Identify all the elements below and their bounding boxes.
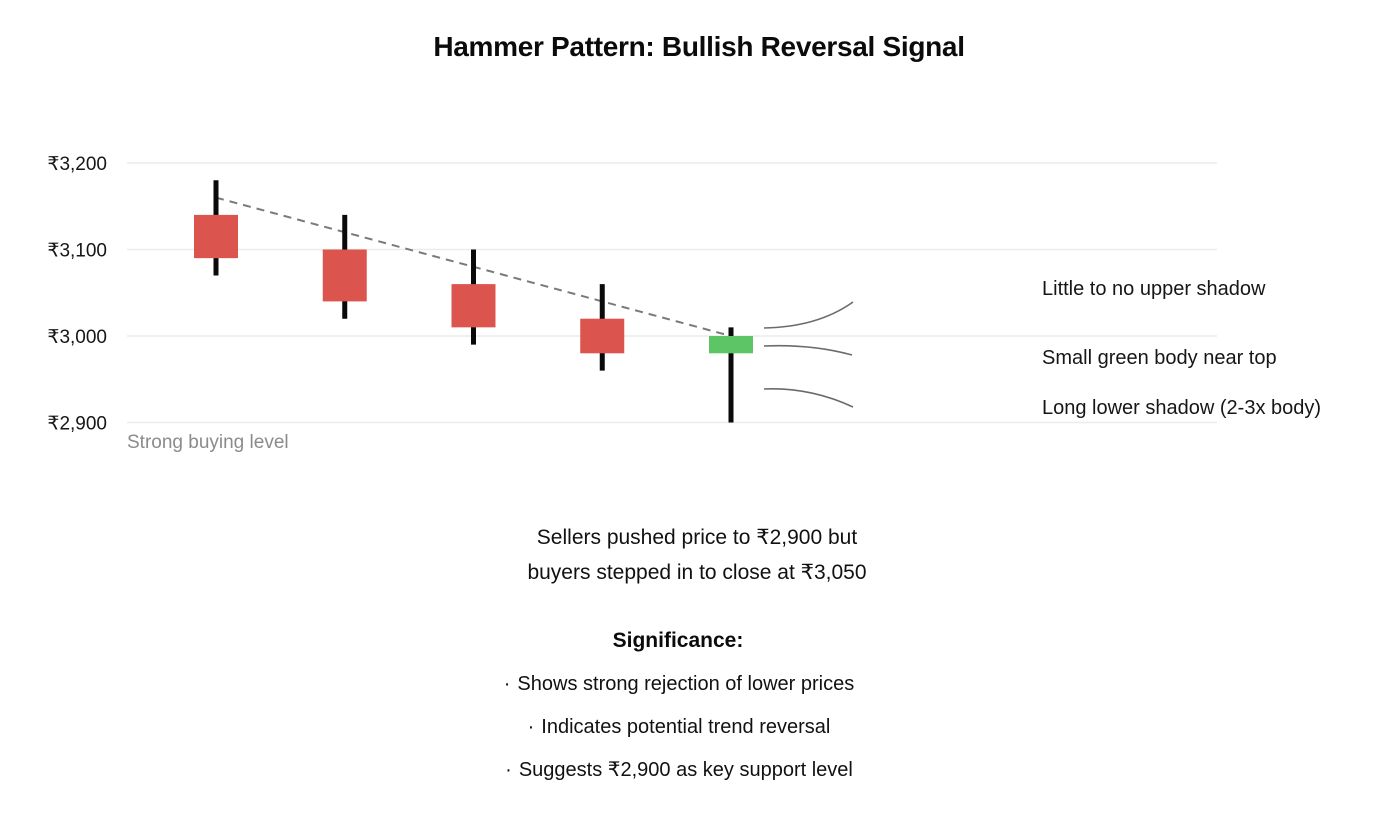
y-tick-label: ₹3,000 xyxy=(47,327,107,348)
candle-2-body xyxy=(322,249,367,302)
annotation-green-body: Small green body near top xyxy=(1042,347,1277,369)
callout-curve-lower-shadow xyxy=(763,388,854,408)
y-tick-label: ₹3,200 xyxy=(47,154,107,175)
candle-4-body xyxy=(580,318,625,354)
caption-line-1: Sellers pushed price to ₹2,900 but xyxy=(536,526,858,549)
significance-item: · Shows strong rejection of lower prices xyxy=(0,663,1358,706)
support-level-label: Strong buying level xyxy=(127,432,289,453)
bullet-icon: · xyxy=(505,759,512,781)
significance-heading: Significance: xyxy=(612,629,744,652)
significance-list: · Shows strong rejection of lower prices … xyxy=(0,663,1358,792)
candlestick-chart: ₹3,200 ₹3,100 ₹3,000 ₹2,900 xyxy=(47,154,1217,435)
significance-item: · Suggests ₹2,900 as key support level xyxy=(0,749,1358,792)
callout-curve-green-body xyxy=(763,344,853,356)
annotation-lower-shadow: Long lower shadow (2-3x body) xyxy=(1042,397,1322,419)
candle-1-body xyxy=(194,214,238,259)
significance-item-text: Suggests ₹2,900 as key support level xyxy=(518,759,853,781)
y-tick-label: ₹2,900 xyxy=(47,414,107,435)
candle-3-body xyxy=(451,284,496,328)
caption-line-2: buyers stepped in to close at ₹3,050 xyxy=(527,561,867,584)
y-tick-label: ₹3,100 xyxy=(47,241,107,262)
page-title: Hammer Pattern: Bullish Reversal Signal xyxy=(433,31,965,62)
significance-item-text: Shows strong rejection of lower prices xyxy=(517,673,855,695)
bullet-icon: · xyxy=(527,716,535,738)
chart-caption: Sellers pushed price to ₹2,900 but buyer… xyxy=(0,520,1390,590)
significance-item-text: Indicates potential trend reversal xyxy=(541,716,831,738)
significance-item: · Indicates potential trend reversal xyxy=(0,706,1358,749)
bullet-icon: · xyxy=(503,673,511,695)
callout-curve-upper-shadow xyxy=(763,301,854,329)
annotation-upper-shadow: Little to no upper shadow xyxy=(1042,278,1266,300)
candle-5-body-hammer xyxy=(709,336,753,354)
